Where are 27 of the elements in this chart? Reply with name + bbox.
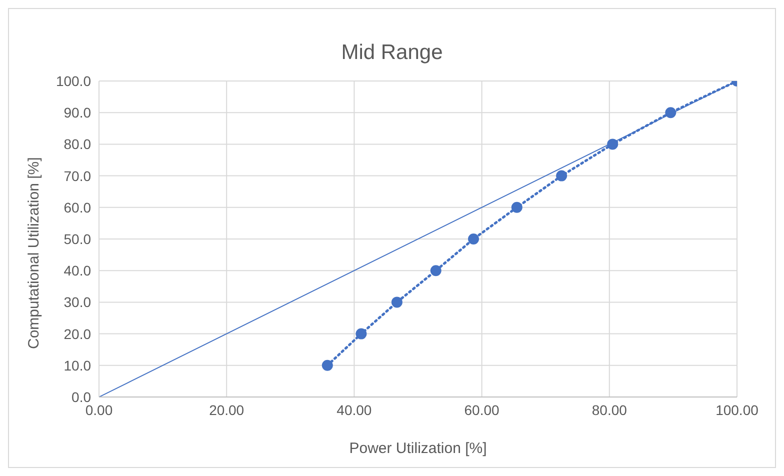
y-axis-title: Computational Utilization [%]: [25, 157, 42, 349]
point: [430, 265, 442, 276]
point: [607, 138, 618, 150]
y-tick-label: 50.0: [64, 230, 92, 247]
point: [391, 296, 402, 308]
y-tick-label: 70.0: [64, 168, 92, 184]
y-tick-label: 10.0: [64, 357, 92, 374]
y-tick-label: 30.0: [64, 294, 92, 310]
x-tick-label: 80.00: [592, 402, 628, 418]
y-tick-label: 80.0: [64, 136, 92, 152]
x-tick-label: 20.00: [209, 402, 244, 418]
y-tick-label: 20.0: [64, 326, 92, 342]
y-tick-label: 100.0: [56, 72, 92, 89]
x-tick-label: 60.00: [464, 402, 500, 418]
point: [665, 107, 676, 118]
point: [356, 328, 367, 340]
chart-title: Mid Range: [340, 41, 444, 66]
point: [511, 202, 522, 213]
point: [468, 234, 480, 244]
x-tick-label: 40.00: [336, 402, 372, 418]
y-tick-label: 60.0: [64, 199, 92, 216]
x-tick-label: 100.00: [716, 402, 759, 418]
point: [556, 170, 568, 182]
x-axis-title: Power Utilization [%]: [349, 440, 487, 457]
y-tick-label: 90.0: [64, 104, 92, 121]
point: [322, 360, 333, 371]
y-tick-label: 40.0: [64, 262, 92, 279]
